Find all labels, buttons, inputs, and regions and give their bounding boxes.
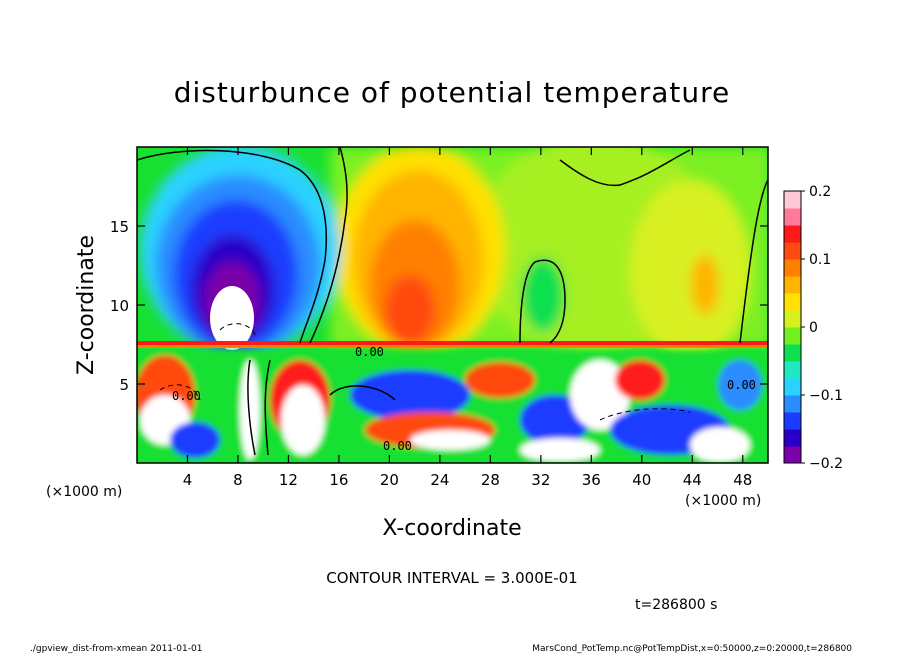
colorbar-tick-label: 0.2: [809, 184, 831, 200]
footer-right: MarsCond_PotTemp.nc@PotTempDist,x=0:5000…: [532, 644, 852, 654]
footer-left: ./gpview_dist-from-xmean 2011-01-01: [30, 644, 202, 654]
colorbar-swatch: [784, 327, 801, 345]
lower-field-blobs: [135, 350, 768, 463]
cold-core: [210, 286, 254, 350]
colorbar-swatch: [784, 378, 801, 396]
x-tick-label: 28: [481, 471, 500, 489]
colorbar-swatch: [784, 412, 801, 430]
contour-label: 0.00: [383, 439, 412, 453]
colorbar-swatch: [784, 191, 801, 209]
y-axis-label: Z-coordinate: [74, 235, 99, 375]
x-tick-label: 8: [233, 471, 243, 489]
x-tick-label: 4: [183, 471, 193, 489]
x-unit-right: (×1000 m): [685, 493, 761, 509]
x-tick-label: 32: [531, 471, 550, 489]
contour-label: 0.00: [727, 378, 756, 392]
time-label: t=286800 s: [635, 597, 717, 613]
contour-label: 0.00: [355, 345, 384, 359]
colorbar-tick-label: −0.2: [809, 456, 843, 472]
colorbar-tick-label: −0.1: [809, 388, 843, 404]
colorbar-swatch: [784, 276, 801, 294]
chart-title: disturbunce of potential temperature: [174, 76, 731, 109]
colorbar-swatch: [784, 225, 801, 243]
y-tick-label: 15: [110, 218, 129, 236]
colorbar: 0.2 0.1 0 −0.1 −0.2: [784, 184, 843, 472]
colorbar-swatch: [784, 259, 801, 277]
colorbar-swatch: [784, 395, 801, 413]
x-tick-label: 24: [430, 471, 449, 489]
inversion-band: [137, 341, 768, 345]
x-tick-label: 16: [329, 471, 348, 489]
colorbar-tick-label: 0: [809, 320, 818, 336]
colorbar-swatch: [784, 208, 801, 226]
colorbar-swatch: [784, 446, 801, 464]
y-tick-label: 10: [110, 297, 129, 315]
x-tick-label: 44: [683, 471, 702, 489]
x-axis-label: X-coordinate: [382, 516, 521, 541]
x-unit-left: (×1000 m): [46, 484, 122, 500]
colorbar-swatch: [784, 361, 801, 379]
x-tick-label: 12: [279, 471, 298, 489]
contour-label: 0.00: [172, 389, 201, 403]
colorbar-swatch: [784, 310, 801, 328]
x-tick-label: 20: [380, 471, 399, 489]
colorbar-swatch: [784, 293, 801, 311]
y-tick-label: 5: [119, 376, 129, 394]
inversion-band-lower: [137, 345, 768, 348]
colorbar-tick-label: 0.1: [809, 252, 831, 268]
heatmap-field: 0.00 0.00 0.00 0.00: [135, 135, 770, 463]
colorbar-swatch: [784, 344, 801, 362]
colorbar-swatch: [784, 242, 801, 260]
x-tick-label: 40: [632, 471, 651, 489]
colorbar-swatch: [784, 429, 801, 447]
x-tick-label: 48: [733, 471, 752, 489]
contour-interval: CONTOUR INTERVAL = 3.000E-01: [326, 569, 577, 587]
x-tick-label: 36: [582, 471, 601, 489]
